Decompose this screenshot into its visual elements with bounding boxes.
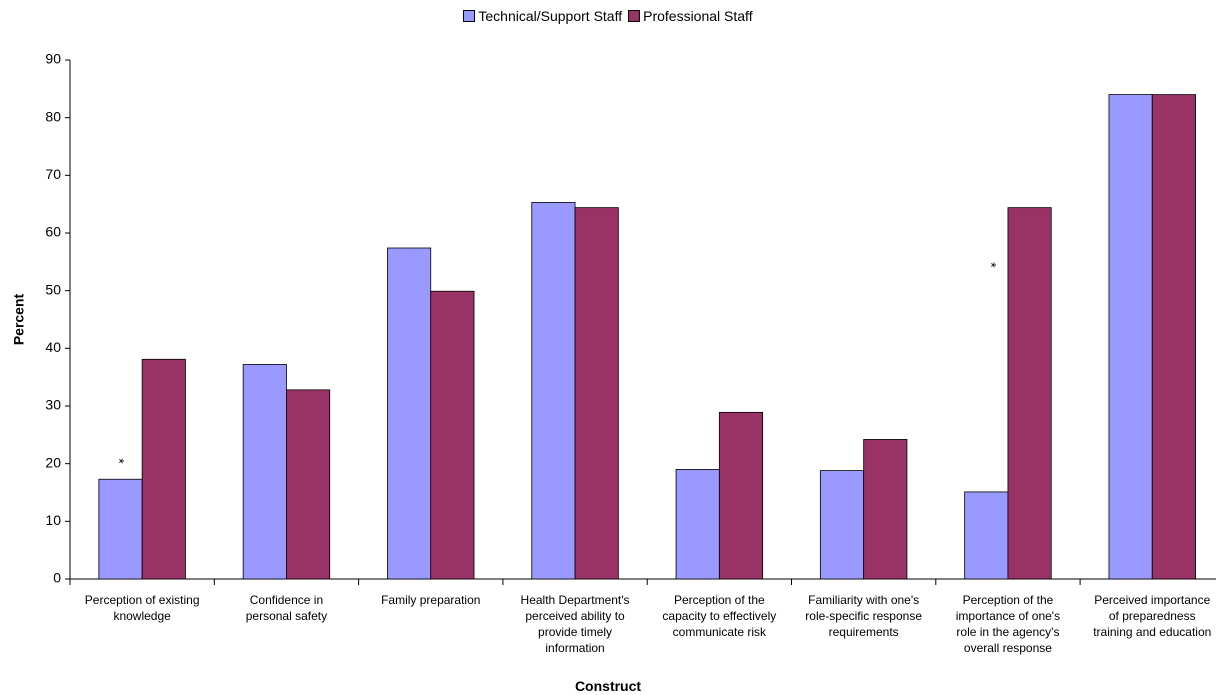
bar bbox=[430, 290, 475, 580]
y-tick-label: 70 bbox=[45, 166, 61, 182]
y-tick-label: 60 bbox=[45, 224, 61, 240]
legend-swatch bbox=[463, 10, 476, 22]
y-tick-label: 40 bbox=[45, 339, 61, 355]
bar bbox=[286, 389, 331, 580]
y-tick-label: 30 bbox=[45, 397, 61, 413]
bar bbox=[242, 364, 287, 580]
annotation: * bbox=[983, 262, 999, 268]
legend-label: Technical/Support Staff bbox=[478, 8, 623, 24]
legend-item: Technical/Support Staff bbox=[463, 8, 622, 24]
y-axis-label: Percent bbox=[11, 293, 27, 345]
legend-item: Professional Staff bbox=[628, 8, 753, 24]
bar bbox=[964, 491, 1009, 580]
bar bbox=[98, 478, 143, 580]
annotation: * bbox=[111, 458, 127, 464]
bar bbox=[531, 202, 576, 580]
legend-swatch bbox=[628, 10, 641, 22]
x-tick-label: Health Department's perceived ability to… bbox=[520, 593, 630, 655]
bar bbox=[718, 411, 764, 580]
x-axis-label: Construct bbox=[574, 678, 642, 694]
y-tick-label: 10 bbox=[45, 512, 61, 528]
x-tick-label: Familiarity with one's role-specific res… bbox=[805, 593, 922, 639]
bar bbox=[863, 439, 908, 580]
bar bbox=[675, 469, 720, 580]
y-tick-label: 80 bbox=[45, 108, 61, 124]
y-tick-label: 0 bbox=[53, 570, 61, 586]
x-tick-label: Perceived importance of preparedness tra… bbox=[1093, 593, 1212, 639]
legend: Technical/Support Staff Professional Staf… bbox=[0, 8, 1216, 24]
bar bbox=[387, 247, 432, 580]
y-tick-label: 20 bbox=[45, 454, 61, 470]
bar bbox=[1151, 94, 1196, 580]
x-tick-label: Perception of the capacity to effectivel… bbox=[662, 593, 777, 639]
x-tick-label: Perception of existing knowledge bbox=[84, 593, 200, 623]
bar bbox=[574, 207, 619, 580]
bar bbox=[141, 358, 186, 580]
x-tick-label: Perception of the importance of one's ro… bbox=[955, 593, 1061, 655]
y-tick-label: 90 bbox=[45, 51, 61, 67]
legend-label: Professional Staff bbox=[643, 8, 753, 24]
x-tick-label: Family preparation bbox=[381, 593, 481, 607]
x-tick-label: Confidence in personal safety bbox=[245, 593, 328, 623]
y-tick-label: 50 bbox=[45, 281, 61, 297]
bar bbox=[819, 470, 865, 580]
bar bbox=[1108, 94, 1153, 580]
bar bbox=[1007, 207, 1052, 580]
